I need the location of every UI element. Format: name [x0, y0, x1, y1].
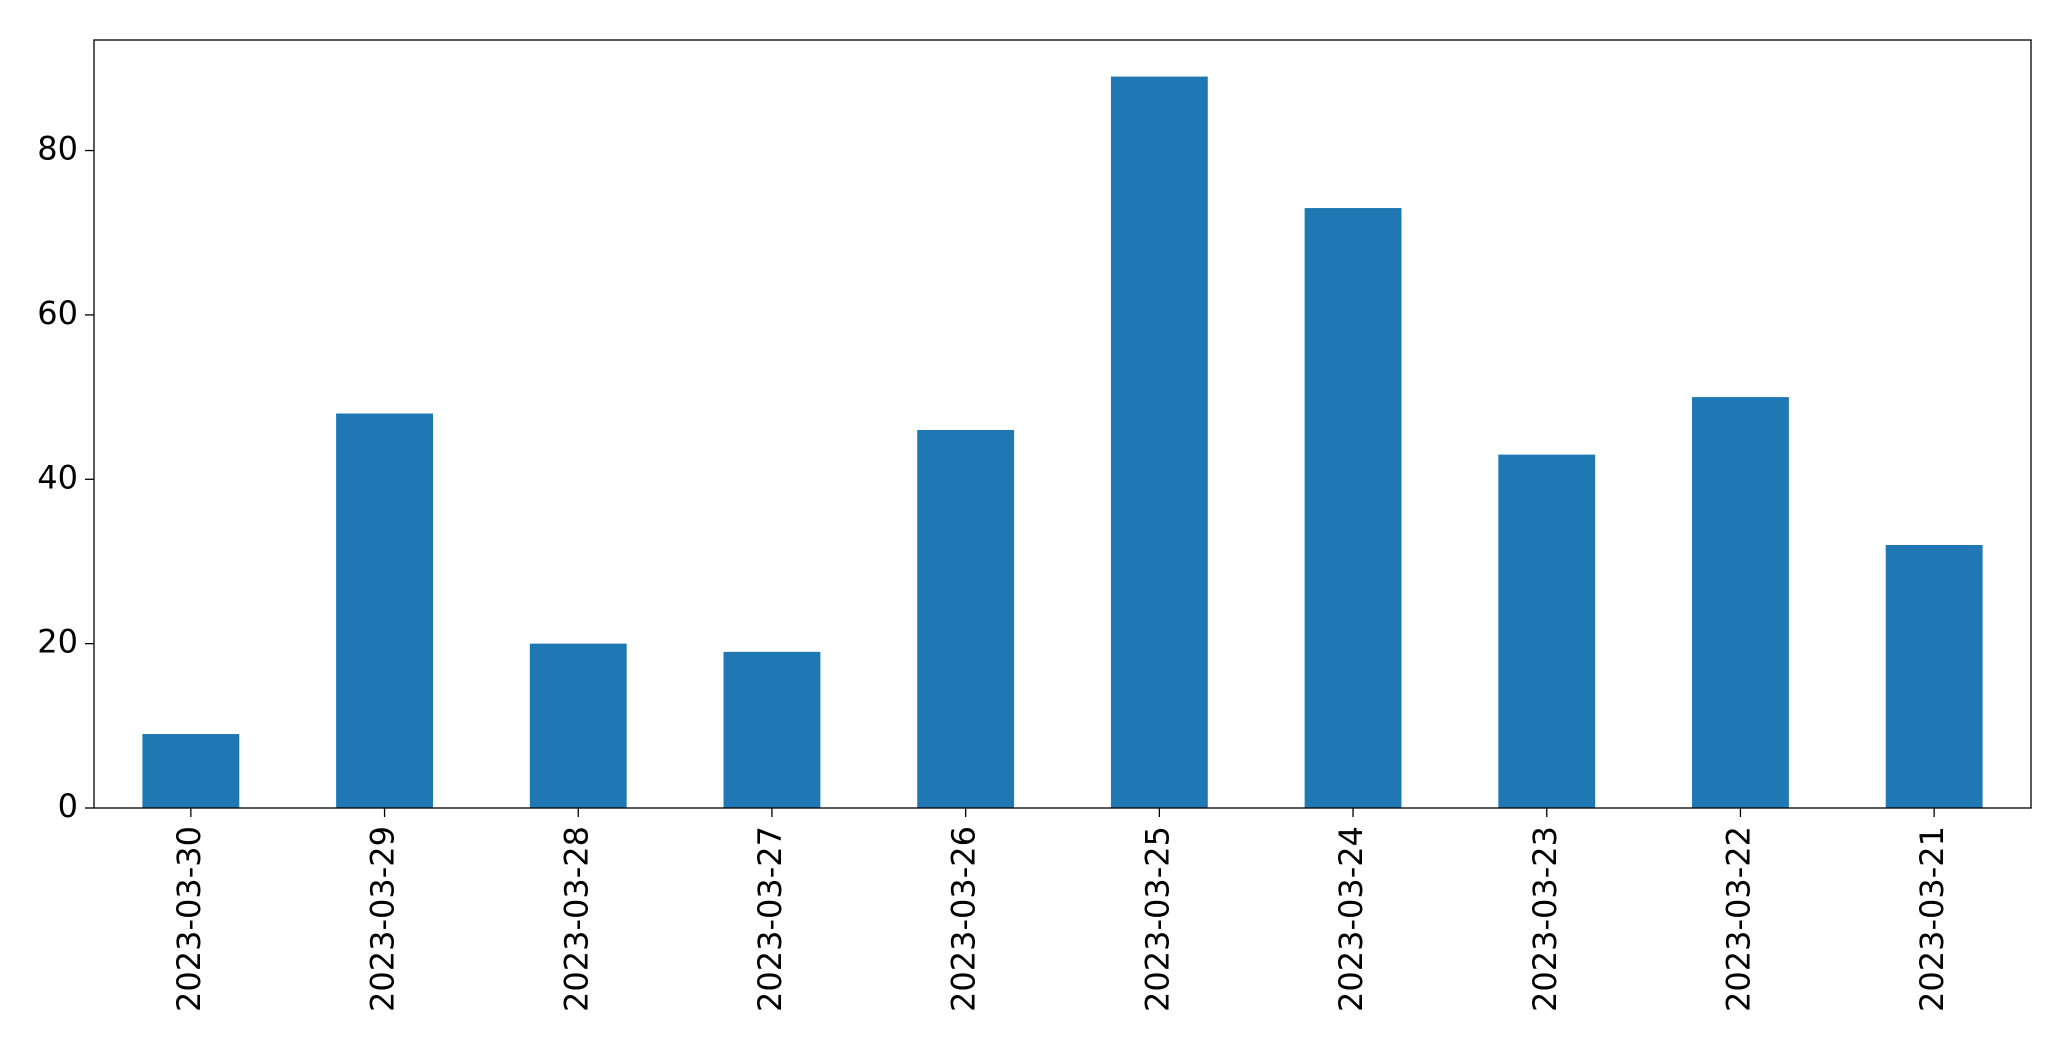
- bar: [1304, 208, 1402, 808]
- x-tick-label: 2023-03-27: [751, 826, 789, 1012]
- x-tick-label: 2023-03-25: [1138, 826, 1176, 1012]
- bar: [142, 734, 240, 808]
- bar: [529, 643, 627, 808]
- x-tick-label: 2023-03-28: [557, 826, 595, 1012]
- bar: [723, 651, 821, 808]
- x-tick-label: 2023-03-29: [364, 826, 402, 1012]
- bar: [1885, 545, 1983, 808]
- y-tick-label: 80: [37, 130, 78, 168]
- y-tick-label: 40: [37, 458, 78, 496]
- x-tick-label: 2023-03-22: [1719, 826, 1757, 1012]
- x-tick-label: 2023-03-24: [1332, 826, 1370, 1012]
- bar: [1110, 76, 1208, 809]
- x-tick-label: 2023-03-30: [170, 826, 208, 1012]
- bar: [917, 429, 1015, 808]
- bar: [1692, 397, 1789, 808]
- x-tick-label: 2023-03-21: [1913, 826, 1951, 1012]
- bar: [1498, 454, 1596, 808]
- x-tick-label: 2023-03-26: [945, 826, 983, 1012]
- x-tick-label: 2023-03-23: [1526, 826, 1564, 1012]
- y-tick-label: 0: [58, 787, 78, 825]
- bar: [336, 413, 433, 808]
- y-tick-label: 60: [37, 294, 78, 332]
- y-tick-label: 20: [37, 623, 78, 661]
- plot-frame: [93, 39, 2032, 809]
